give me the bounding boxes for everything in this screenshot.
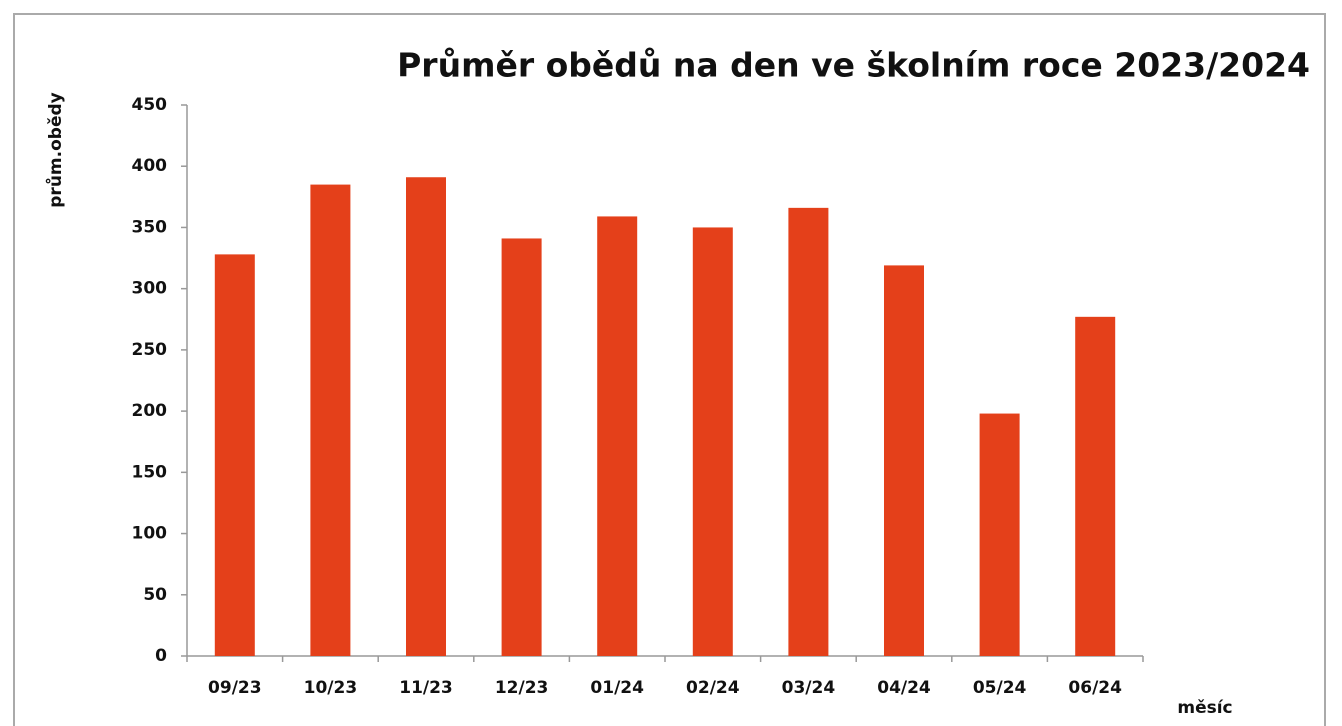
chart-title: Průměr obědů na den ve školním roce 2023… bbox=[397, 46, 1310, 85]
y-tick-label: 250 bbox=[132, 340, 168, 360]
bar bbox=[1075, 316, 1116, 656]
y-tick-label: 150 bbox=[132, 462, 168, 482]
bar bbox=[310, 184, 351, 657]
y-tick-label: 100 bbox=[132, 524, 168, 544]
x-tick-label: 11/23 bbox=[399, 678, 453, 698]
y-tick-label: 0 bbox=[155, 646, 167, 666]
y-tick-label: 450 bbox=[132, 95, 168, 115]
bar bbox=[788, 207, 829, 656]
y-tick-label: 200 bbox=[132, 401, 168, 421]
x-tick-label: 12/23 bbox=[495, 678, 549, 698]
x-tick-label: 09/23 bbox=[208, 678, 262, 698]
x-tick-label: 01/24 bbox=[590, 678, 644, 698]
bar bbox=[979, 413, 1020, 656]
y-tick-label: 350 bbox=[132, 217, 168, 237]
x-tick-label: 05/24 bbox=[973, 678, 1027, 698]
x-tick-label: 02/24 bbox=[686, 678, 740, 698]
y-tick-label: 400 bbox=[132, 156, 168, 176]
bar bbox=[884, 265, 924, 656]
y-tick-label: 300 bbox=[132, 279, 168, 299]
x-tick-label: 04/24 bbox=[877, 678, 931, 698]
bar bbox=[597, 216, 638, 656]
x-axis-label: měsíc bbox=[1177, 698, 1232, 718]
x-tick-label: 06/24 bbox=[1068, 678, 1122, 698]
bar bbox=[501, 238, 542, 656]
bar bbox=[214, 254, 255, 657]
bar bbox=[406, 177, 446, 656]
x-tick-label: 10/23 bbox=[304, 678, 358, 698]
bar bbox=[692, 227, 733, 656]
y-tick-label: 50 bbox=[143, 585, 167, 605]
y-axis-label: prům.obědy bbox=[44, 92, 66, 207]
x-tick-label: 03/24 bbox=[782, 678, 836, 698]
frame bbox=[13, 13, 1326, 726]
